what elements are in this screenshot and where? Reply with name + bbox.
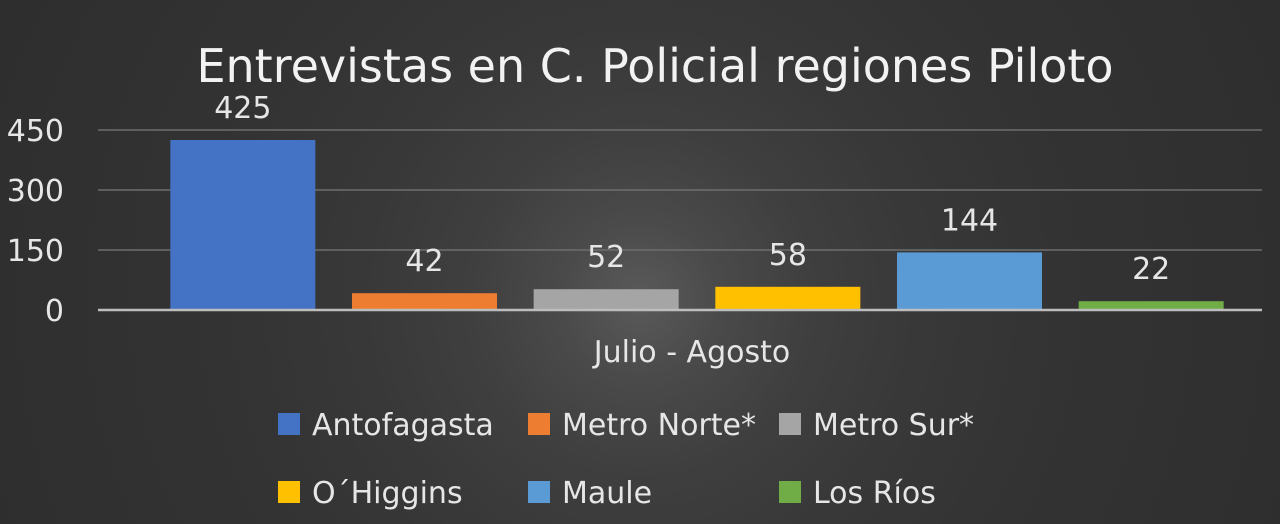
- chart-title: Entrevistas en C. Policial regiones Pilo…: [196, 39, 1113, 93]
- legend-swatch: [779, 481, 801, 503]
- data-label: 42: [405, 244, 443, 279]
- x-category-label: Julio - Agosto: [592, 335, 790, 370]
- bar-metro-norte: [352, 293, 497, 310]
- legend-label: Metro Sur*: [813, 408, 974, 443]
- data-label: 22: [1132, 252, 1170, 287]
- data-label: 58: [769, 238, 807, 273]
- legend-item: Metro Sur*: [779, 408, 974, 443]
- legend-swatch: [278, 413, 300, 435]
- bars: [170, 140, 1224, 310]
- legend-swatch: [528, 413, 550, 435]
- data-label: 425: [214, 91, 271, 126]
- y-tick-label: 450: [7, 114, 64, 149]
- legend-swatch: [779, 413, 801, 435]
- legend-label: Los Ríos: [813, 476, 936, 511]
- bar-los-r-os: [1078, 301, 1224, 310]
- legend-item: Antofagasta: [278, 408, 494, 443]
- legend-swatch: [278, 481, 300, 503]
- legend-label: Maule: [562, 476, 652, 511]
- legend-item: O´Higgins: [278, 476, 463, 511]
- legend-item: Maule: [528, 476, 652, 511]
- data-labels: 425 42 52 58 144 22: [214, 91, 1170, 287]
- bar-maule: [897, 252, 1042, 310]
- bar-o-higgins: [715, 286, 861, 310]
- legend-label: Antofagasta: [312, 408, 494, 443]
- bar-metro-sur: [533, 289, 679, 310]
- legend: Antofagasta Metro Norte* Metro Sur* O´Higgi…: [278, 408, 974, 511]
- y-tick-label: 300: [7, 174, 64, 209]
- legend-swatch: [528, 481, 550, 503]
- legend-label: O´Higgins: [312, 476, 463, 511]
- y-tick-label: 150: [7, 234, 64, 269]
- legend-item: Los Ríos: [779, 476, 936, 511]
- y-tick-label: 0: [45, 294, 64, 329]
- y-axis: 0 150 300 450: [7, 114, 64, 329]
- bar-antofagasta: [170, 140, 316, 310]
- data-label: 144: [941, 203, 998, 238]
- legend-label: Metro Norte*: [562, 408, 756, 443]
- legend-item: Metro Norte*: [528, 408, 756, 443]
- data-label: 52: [587, 240, 625, 275]
